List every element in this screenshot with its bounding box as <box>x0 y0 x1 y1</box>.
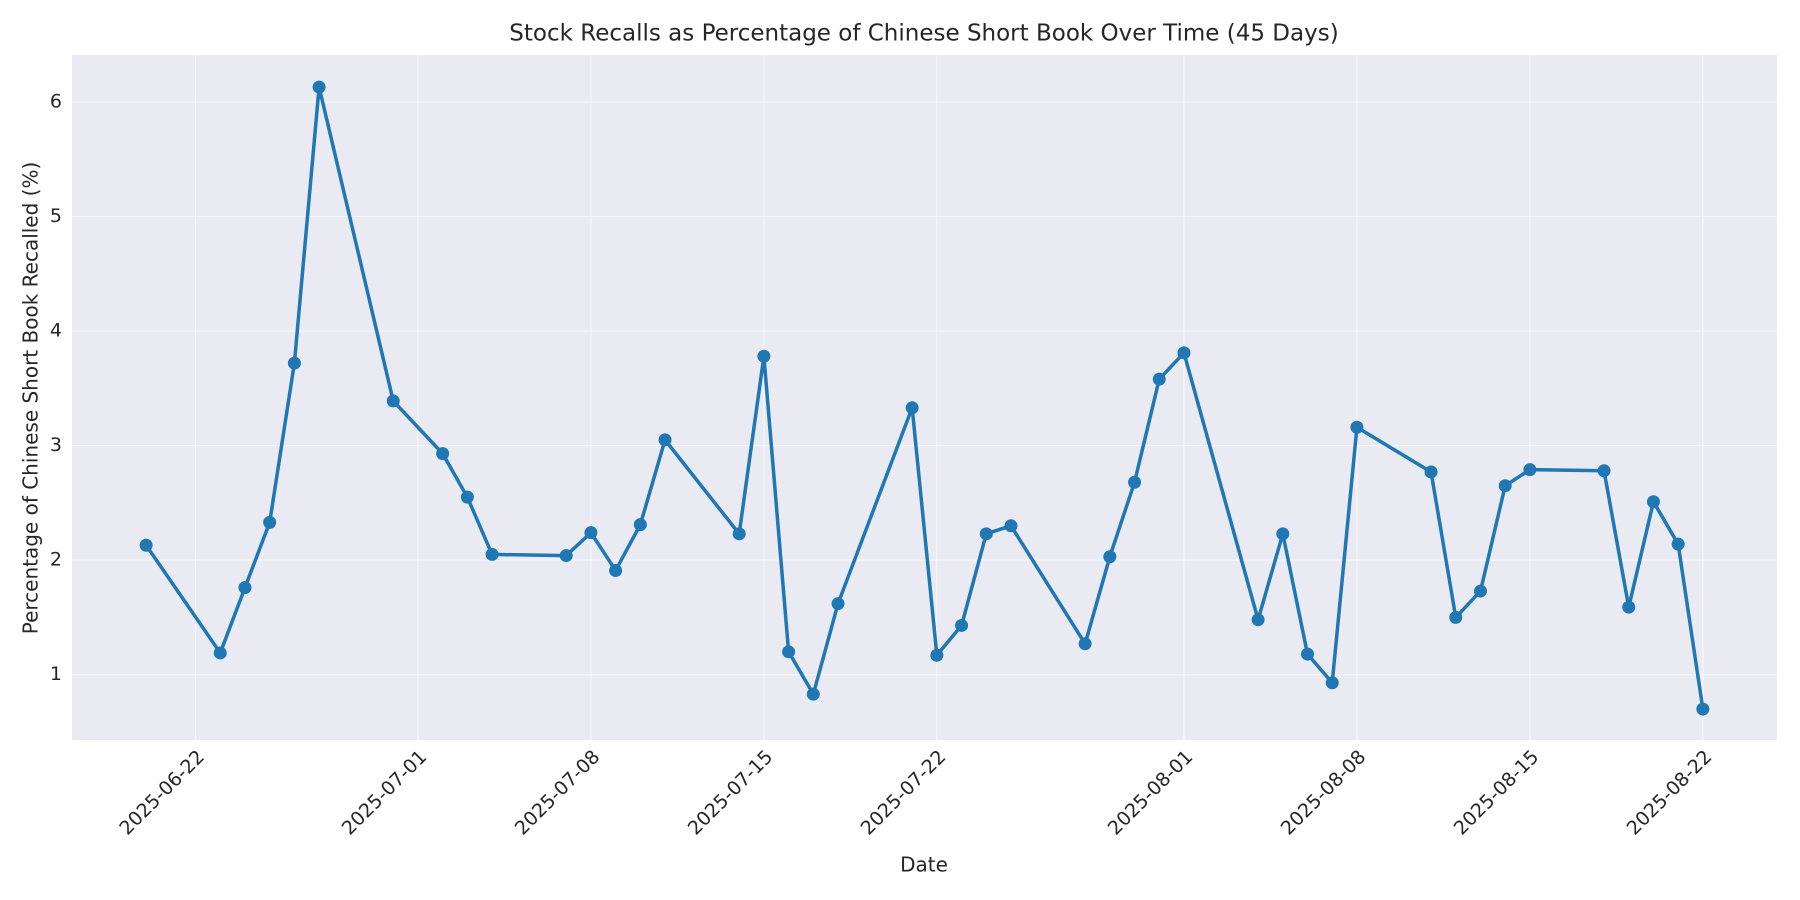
data-point <box>1251 613 1265 627</box>
data-point <box>460 490 474 504</box>
plot-area <box>72 55 1777 740</box>
data-point <box>238 581 252 595</box>
data-point <box>1078 637 1092 651</box>
data-point <box>1449 610 1463 624</box>
y-tick-label: 5 <box>50 205 62 227</box>
data-point <box>1597 464 1611 478</box>
data-point <box>732 527 746 541</box>
data-point <box>1498 479 1512 493</box>
y-tick-label: 2 <box>50 549 62 571</box>
data-point <box>1622 600 1636 614</box>
data-point <box>1276 527 1290 541</box>
data-point <box>1350 420 1364 434</box>
data-point <box>263 515 277 529</box>
data-point <box>1473 584 1487 598</box>
x-tick-label: 2025-06-22 <box>115 746 209 840</box>
chart-title: Stock Recalls as Percentage of Chinese S… <box>509 21 1338 47</box>
data-point <box>436 447 450 461</box>
data-point <box>930 648 944 662</box>
data-point <box>1301 647 1315 661</box>
data-point <box>633 518 647 532</box>
data-point <box>1004 519 1018 533</box>
y-tick-label: 6 <box>50 90 62 112</box>
data-point <box>757 349 771 363</box>
x-tick-label: 2025-08-08 <box>1277 746 1371 840</box>
data-point <box>559 549 573 563</box>
data-point <box>955 618 969 632</box>
x-tick-label: 2025-08-15 <box>1450 746 1544 840</box>
data-point <box>831 597 845 611</box>
x-tick-label: 2025-08-01 <box>1104 746 1198 840</box>
x-tick-label: 2025-07-15 <box>684 746 778 840</box>
x-tick-label: 2025-07-22 <box>857 746 951 840</box>
x-axis-label: Date <box>900 853 948 877</box>
data-point <box>1152 372 1166 386</box>
data-point <box>806 687 820 701</box>
data-point <box>287 356 301 370</box>
data-point <box>1128 475 1142 489</box>
y-axis-label: Percentage of Chinese Short Book Recalle… <box>19 162 43 635</box>
data-point <box>485 547 499 561</box>
data-point <box>1424 465 1438 479</box>
data-point <box>312 80 326 94</box>
x-tick-label: 2025-07-08 <box>511 746 605 840</box>
data-point <box>782 645 796 659</box>
data-point <box>1696 702 1710 716</box>
data-point <box>1103 550 1117 564</box>
x-tick-label: 2025-07-01 <box>338 746 432 840</box>
data-point <box>905 401 919 415</box>
data-point <box>1646 495 1660 509</box>
data-point <box>1177 346 1191 360</box>
x-tick-label: 2025-08-22 <box>1623 746 1717 840</box>
data-point <box>139 538 153 552</box>
data-point <box>1325 676 1339 690</box>
data-point <box>386 394 400 408</box>
data-point <box>1523 463 1537 477</box>
data-point <box>658 433 672 447</box>
y-tick-label: 1 <box>50 663 62 685</box>
y-tick-label: 4 <box>50 320 62 342</box>
data-point <box>213 646 227 660</box>
data-point <box>609 563 623 577</box>
y-tick-label: 3 <box>50 434 62 456</box>
data-point <box>979 527 993 541</box>
data-point <box>584 526 598 540</box>
data-point <box>1671 537 1685 551</box>
